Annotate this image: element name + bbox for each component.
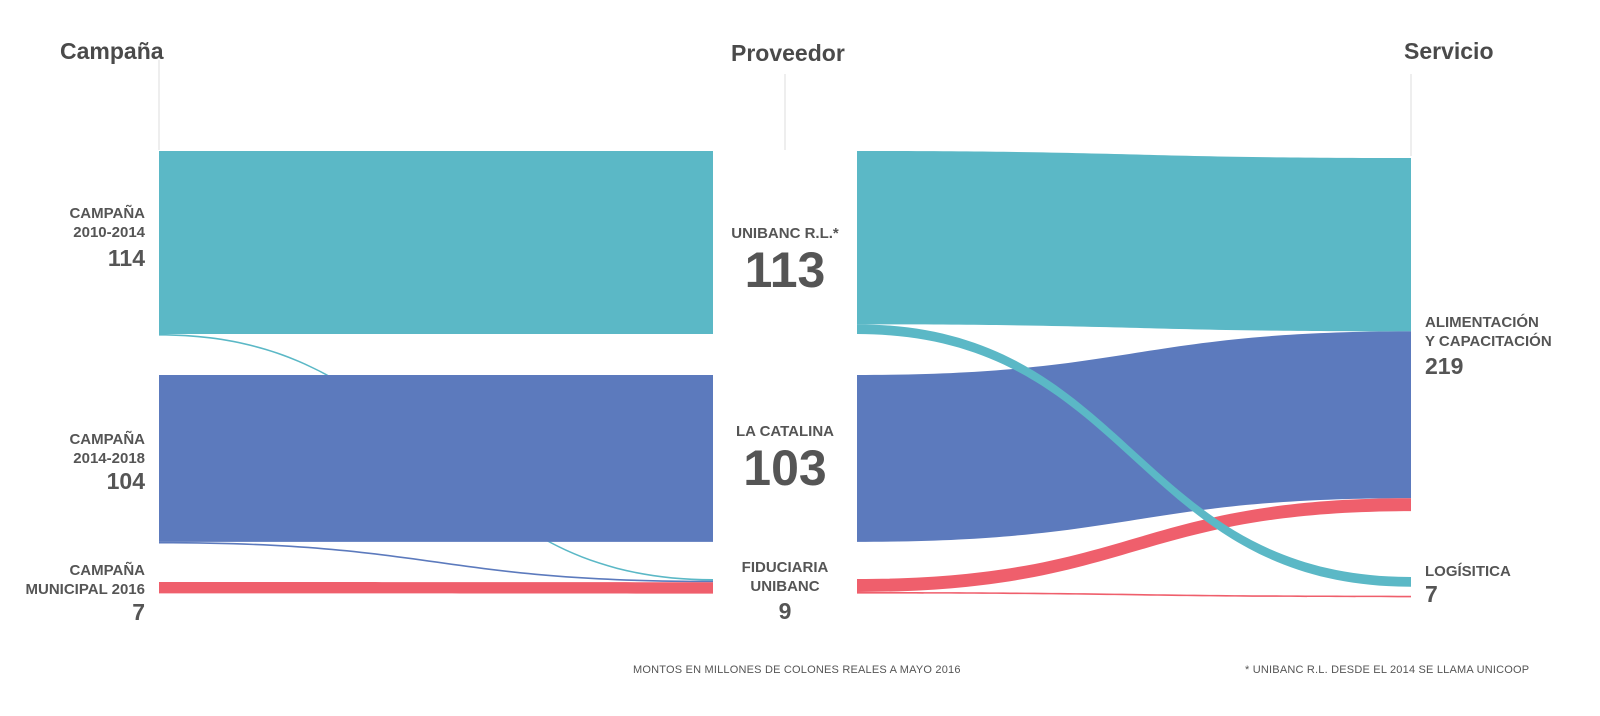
flow-fiduciaria-to-alimentacion — [857, 498, 1411, 592]
campaign-2010-line1: CAMPAÑA — [69, 205, 145, 222]
header-campaign: Campaña — [60, 38, 164, 64]
campaign-label-2010-2014: CAMPAÑA 2010-2014 114 — [69, 204, 145, 271]
service-alimentacion-line2: Y CAPACITACIÓN — [1425, 333, 1552, 350]
flow-2014-to-fiduciaria — [159, 541, 713, 583]
provider-unibanc-value: 113 — [744, 242, 826, 298]
provider-unibanc-name: UNIBANC R.L.* — [731, 225, 839, 242]
provider-fiduciaria-line1: FIDUCIARIA — [741, 559, 829, 576]
provider-label-fiduciaria: FIDUCIARIA UNIBANC 9 — [705, 558, 865, 624]
service-logistica-value: 7 — [1425, 581, 1438, 607]
header-provider: Proveedor — [731, 40, 845, 66]
campaign-2014-line1: CAMPAÑA — [69, 431, 145, 448]
campaign-municipal-value: 7 — [132, 599, 145, 625]
campaign-municipal-line2: MUNICIPAL 2016 — [25, 581, 145, 598]
provider-catalina-value: 103 — [743, 440, 827, 496]
service-logistica-name: LOGÍSITICA — [1425, 563, 1511, 580]
flow-fiduciaria-to-logistica — [857, 591, 1411, 598]
campaign-2014-line2: 2014-2018 — [73, 450, 145, 467]
service-label-logistica: LOGÍSITICA 7 — [1425, 562, 1511, 607]
flow-catalina-to-alimentacion — [857, 331, 1411, 542]
flow-2014-to-catalina — [159, 375, 713, 542]
provider-fiduciaria-line2: UNIBANC — [750, 578, 820, 595]
campaign-municipal-line1: CAMPAÑA — [69, 562, 145, 579]
service-alimentacion-value: 219 — [1425, 353, 1464, 379]
campaign-label-2014-2018: CAMPAÑA 2014-2018 104 — [69, 430, 145, 494]
campaign-2010-line2: 2010-2014 — [73, 224, 145, 241]
service-label-alimentacion: ALIMENTACIÓN Y CAPACITACIÓN 219 — [1425, 313, 1552, 379]
provider-catalina-name: LA CATALINA — [735, 423, 835, 440]
units-footnote: MONTOS EN MILLONES DE COLONES REALES A M… — [633, 664, 961, 676]
name-change-footnote: * UNIBANC R.L. DESDE EL 2014 SE LLAMA UN… — [1245, 664, 1530, 676]
header-service: Servicio — [1404, 38, 1494, 64]
flow-2010-to-unibanc — [159, 151, 713, 335]
campaign-2010-value: 114 — [107, 245, 145, 271]
provider-fiduciaria-value: 9 — [778, 598, 792, 624]
flow-unibanc-to-logistica — [857, 324, 1411, 587]
campaign-2014-value: 104 — [106, 468, 145, 494]
flow-municipal-to-fiduciaria — [159, 582, 713, 594]
flow-unibanc-to-alimentacion — [857, 151, 1411, 332]
provider-label-catalina: LA CATALINA 103 — [705, 422, 865, 495]
provider-label-unibanc: UNIBANC R.L.* 113 — [705, 224, 865, 297]
service-alimentacion-line1: ALIMENTACIÓN — [1425, 314, 1539, 331]
campaign-label-municipal: CAMPAÑA MUNICIPAL 2016 7 — [26, 561, 145, 625]
